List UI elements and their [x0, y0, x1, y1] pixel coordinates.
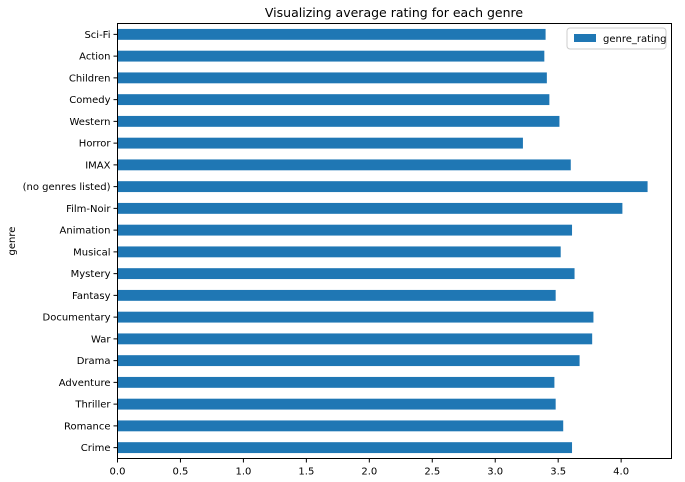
y-tick-label: IMAX: [85, 160, 110, 171]
x-tick-label: 4.0: [613, 467, 629, 478]
bar-musical: [117, 246, 561, 258]
y-tick-label: Musical: [73, 247, 110, 258]
x-tick-labels: 0.0 0.5 1.0 1.5 2.0 2.5 3.0 3.5 4.0: [110, 458, 629, 478]
bar-adventure: [117, 376, 555, 388]
bar-mystery: [117, 268, 575, 280]
plot-frame: [117, 23, 672, 459]
y-tick-label: Horror: [79, 139, 112, 150]
x-tick-label: 1.5: [298, 467, 314, 478]
y-tick-label: Sci-Fi: [84, 30, 110, 41]
bar-animation: [117, 224, 573, 236]
bar-documentary: [117, 311, 594, 323]
bar-action: [117, 50, 545, 62]
bar-war: [117, 333, 593, 345]
legend-label: genre_rating: [603, 34, 667, 45]
x-tick-label: 3.5: [550, 467, 566, 478]
bar-imax: [117, 159, 571, 171]
y-tick-label: Children: [69, 73, 111, 84]
bar-crime: [117, 442, 573, 454]
y-tick-label: War: [91, 334, 111, 345]
legend-box: [566, 27, 667, 50]
bar-no-genres-listed: [117, 181, 648, 193]
bar-children: [117, 72, 547, 84]
y-tick-label: Comedy: [69, 95, 110, 106]
x-tick-label: 2.5: [424, 467, 440, 478]
bar-thriller: [117, 398, 556, 410]
bar-sci-fi: [117, 28, 546, 40]
bar-drama: [117, 355, 580, 367]
y-tick-label: Adventure: [59, 378, 111, 389]
x-tick-label: 3.0: [487, 467, 503, 478]
y-tick-label: Western: [69, 117, 110, 128]
y-tick-label: Romance: [64, 421, 110, 432]
x-tick-label: 1.0: [235, 467, 251, 478]
y-tick-labels: Crime Romance Thriller Adventure Drama War Doc…: [23, 30, 118, 454]
y-tick-label: Drama: [77, 356, 111, 367]
bar-film-noir: [117, 202, 623, 214]
legend: genre_rating: [566, 27, 667, 50]
y-tick-label: Documentary: [43, 313, 111, 324]
bar-horror: [117, 137, 523, 149]
y-tick-label: Thriller: [74, 400, 111, 411]
bar-fantasy: [117, 289, 556, 301]
y-tick-label: Action: [79, 52, 110, 63]
x-tick-label: 2.0: [361, 467, 377, 478]
bar-romance: [117, 420, 564, 432]
y-axis-label: genre: [7, 227, 18, 256]
y-tick-label: Crime: [81, 443, 111, 454]
y-tick-label: (no genres listed): [23, 182, 111, 193]
legend-swatch: [574, 34, 596, 42]
y-tick-label: Mystery: [71, 269, 111, 280]
bar-comedy: [117, 94, 550, 106]
y-tick-label: Animation: [60, 226, 111, 237]
chart-title: Visualizing average rating for each genr…: [265, 5, 523, 20]
bars-layer: [117, 28, 648, 454]
x-tick-label: 0.0: [110, 467, 126, 478]
x-tick-label: 0.5: [173, 467, 189, 478]
y-tick-label: Fantasy: [72, 291, 111, 302]
y-tick-label: Film-Noir: [66, 204, 111, 215]
bar-western: [117, 115, 560, 127]
